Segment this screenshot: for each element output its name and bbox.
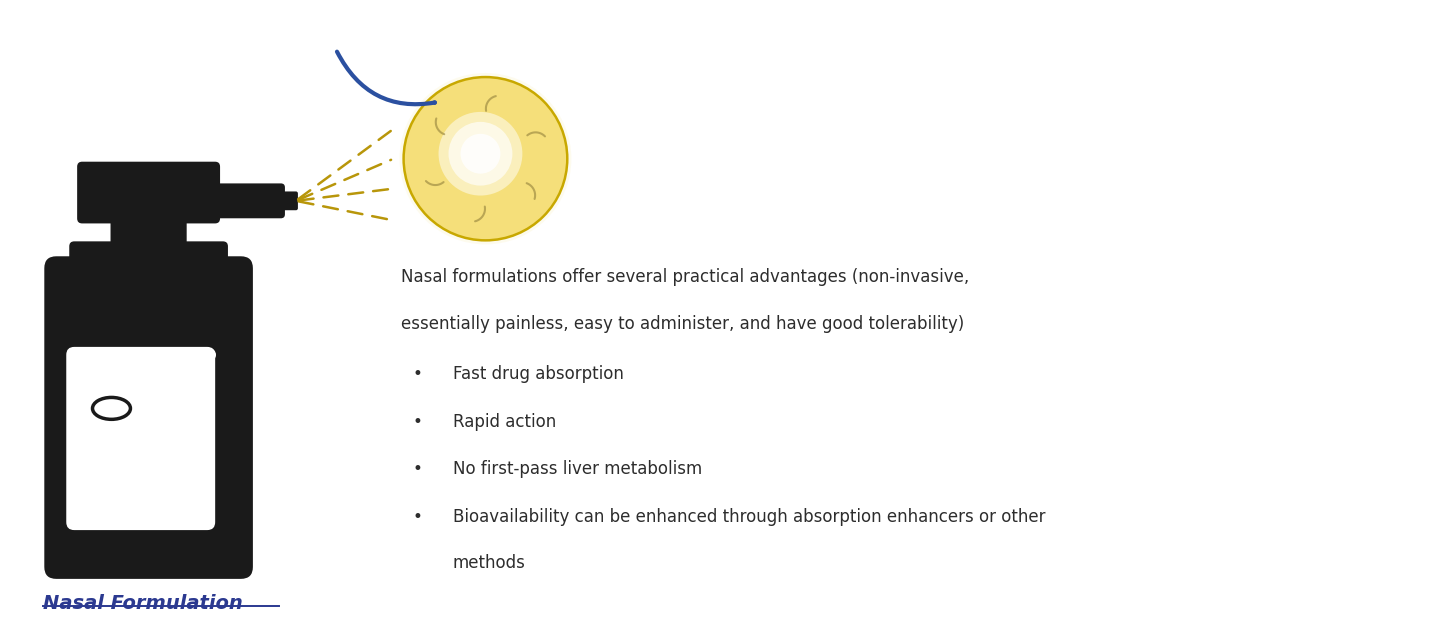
FancyBboxPatch shape <box>279 192 298 210</box>
Ellipse shape <box>93 397 130 419</box>
FancyBboxPatch shape <box>77 161 220 223</box>
Circle shape <box>411 84 561 234</box>
Circle shape <box>203 349 216 361</box>
Text: •: • <box>412 365 422 383</box>
Circle shape <box>438 112 522 195</box>
Circle shape <box>448 122 512 186</box>
Text: Nasal Formulation: Nasal Formulation <box>43 594 243 613</box>
Text: essentially painless, easy to administer, and have good tolerability): essentially painless, easy to administer… <box>401 315 964 333</box>
FancyBboxPatch shape <box>205 183 285 218</box>
Text: Rapid action: Rapid action <box>452 413 555 431</box>
FancyArrowPatch shape <box>336 51 435 104</box>
Text: Fast drug absorption: Fast drug absorption <box>452 365 624 383</box>
Text: Bioavailability can be enhanced through absorption enhancers or other: Bioavailability can be enhanced through … <box>452 508 1045 526</box>
Text: No first-pass liver metabolism: No first-pass liver metabolism <box>452 460 701 478</box>
Circle shape <box>461 134 501 174</box>
Text: methods: methods <box>452 554 525 572</box>
FancyBboxPatch shape <box>44 257 253 579</box>
FancyBboxPatch shape <box>66 347 215 530</box>
Text: •: • <box>412 413 422 431</box>
Text: •: • <box>412 508 422 526</box>
FancyBboxPatch shape <box>69 241 228 273</box>
FancyBboxPatch shape <box>110 215 186 249</box>
Circle shape <box>405 78 565 239</box>
Circle shape <box>404 77 567 240</box>
Text: •: • <box>412 460 422 478</box>
Text: Nasal formulations offer several practical advantages (non-invasive,: Nasal formulations offer several practic… <box>401 268 969 286</box>
Circle shape <box>399 73 571 244</box>
